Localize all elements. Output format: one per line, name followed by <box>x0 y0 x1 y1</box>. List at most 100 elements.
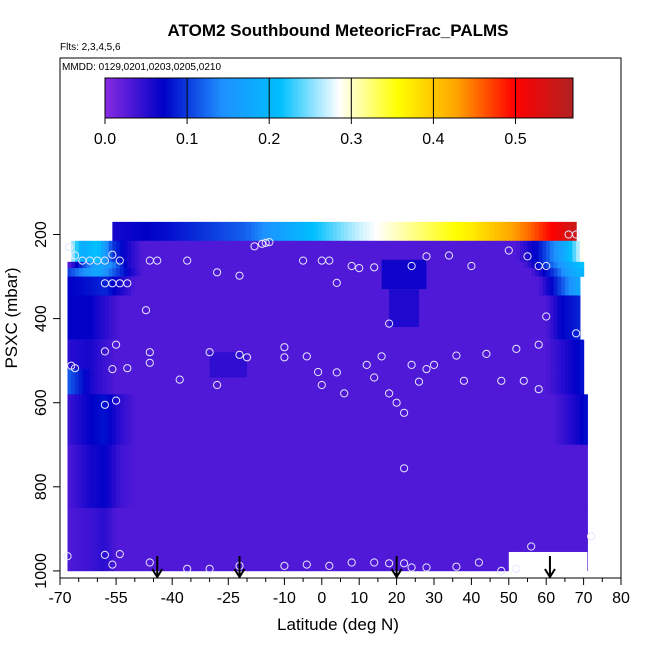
heatmap-cell <box>385 295 390 340</box>
heatmap-cell <box>557 444 562 509</box>
colorbar-swatch <box>443 78 446 118</box>
heatmap-cell <box>448 221 454 242</box>
heatmap-cell <box>344 240 349 263</box>
observation-point <box>153 256 162 265</box>
observation-point <box>370 558 379 567</box>
heatmap-cell <box>553 295 559 340</box>
heatmap-cell <box>235 240 241 263</box>
heatmap-cell <box>291 507 297 572</box>
heatmap-cell <box>142 295 147 340</box>
colorbar-swatch <box>407 78 410 118</box>
heatmap-cell <box>396 394 401 446</box>
heatmap-cell <box>482 295 487 340</box>
heatmap-cell <box>306 261 312 269</box>
heatmap-cell <box>265 444 271 509</box>
heatmap-cell <box>306 221 312 242</box>
heatmap-cell <box>138 339 143 370</box>
heatmap-cell <box>179 268 185 277</box>
heatmap-cell <box>131 240 136 263</box>
heatmap-cell <box>572 339 577 370</box>
heatmap-cell <box>520 276 525 296</box>
heatmap-cell <box>381 240 386 263</box>
colorbar-swatch <box>445 78 448 118</box>
heatmap-cell <box>205 240 211 263</box>
heatmap-cell <box>187 444 192 509</box>
heatmap-cell <box>142 369 147 395</box>
observation-point <box>145 558 154 567</box>
heatmap-cell <box>291 261 297 269</box>
heatmap-band <box>67 444 588 509</box>
colorbar-swatch <box>179 78 182 118</box>
heatmap-cell <box>254 240 259 263</box>
heatmap-cell <box>295 221 300 242</box>
colorbar-swatch <box>193 78 196 118</box>
colorbar-swatch <box>393 78 396 118</box>
colorbar-swatch <box>503 78 506 118</box>
heatmap-patch <box>209 352 247 378</box>
down-arrow-marker <box>390 556 403 579</box>
heatmap-cell <box>127 295 132 340</box>
colorbar-swatch <box>527 78 530 118</box>
heatmap-cell <box>157 339 162 370</box>
heatmap-cell <box>217 394 222 446</box>
heatmap-cell <box>456 276 461 296</box>
heatmap-cell <box>89 295 95 340</box>
heatmap-cell <box>351 369 357 395</box>
heatmap-cell <box>194 507 199 572</box>
heatmap-cell <box>505 444 510 509</box>
heatmap-cell <box>175 268 181 277</box>
heatmap-cell <box>553 507 559 572</box>
heatmap-cell <box>475 339 480 370</box>
colorbar-swatch <box>329 78 332 118</box>
heatmap-cell <box>426 339 431 370</box>
heatmap-cell <box>138 276 143 296</box>
heatmap-cell <box>329 240 334 263</box>
heatmap-cell <box>523 221 529 242</box>
colorbar-swatch <box>277 78 280 118</box>
heatmap-cell <box>97 268 102 277</box>
heatmap-cell <box>508 369 514 395</box>
colorbar-swatch <box>287 78 290 118</box>
heatmap-cell <box>564 394 570 446</box>
heatmap-cell <box>374 295 379 340</box>
colorbar-swatch <box>397 78 400 118</box>
heatmap-cell <box>142 507 147 572</box>
heatmap-cell <box>284 276 289 296</box>
colorbar-swatch <box>285 78 288 118</box>
heatmap-cell <box>78 276 84 296</box>
heatmap-cell <box>205 369 211 395</box>
heatmap-cell <box>347 268 353 277</box>
heatmap-cell <box>448 369 454 395</box>
heatmap-cell <box>553 240 559 263</box>
heatmap-cell <box>288 394 293 446</box>
heatmap-cell <box>67 507 72 572</box>
heatmap-cell <box>172 339 177 370</box>
heatmap-cell <box>119 507 125 572</box>
heatmap-cell <box>501 221 506 242</box>
heatmap-cell <box>325 276 330 296</box>
heatmap-cell <box>220 394 226 446</box>
heatmap-cell <box>202 444 207 509</box>
heatmap-cell <box>254 444 259 509</box>
heatmap-cell <box>542 276 547 296</box>
heatmap-cell <box>149 240 155 263</box>
heatmap-cell <box>239 295 244 340</box>
heatmap-cell <box>576 339 581 370</box>
colorbar-swatch <box>431 78 434 118</box>
heatmap-cell <box>112 444 117 509</box>
heatmap-cell <box>269 221 274 242</box>
heatmap-cell <box>359 276 364 296</box>
heatmap-cell <box>411 507 416 572</box>
heatmap-cell <box>546 240 551 263</box>
colorbar-swatch <box>427 78 430 118</box>
heatmap-cell <box>482 261 487 269</box>
heatmap-cell <box>280 240 285 263</box>
heatmap-cell <box>340 394 345 446</box>
heatmap-cell <box>138 507 143 572</box>
colorbar-swatch <box>185 78 188 118</box>
heatmap-cell <box>101 268 106 277</box>
observation-point <box>250 242 259 251</box>
heatmap-cell <box>501 276 506 296</box>
heatmap-cell <box>202 261 207 269</box>
observation-point <box>467 261 476 271</box>
